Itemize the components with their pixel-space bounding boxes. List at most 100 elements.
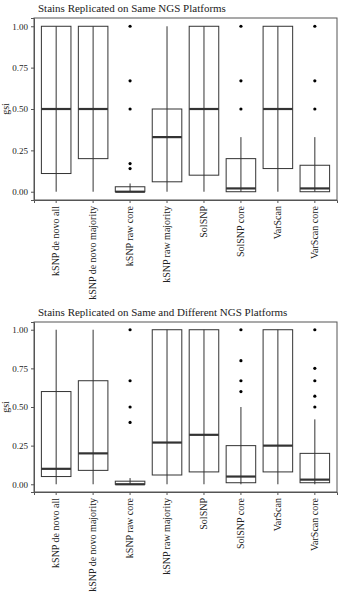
y-tick: 0.75: [12, 364, 34, 374]
box-body: [226, 446, 256, 483]
x-tick: VarScan core: [309, 492, 320, 551]
box: [300, 328, 330, 484]
x-tick-label: kSNP raw core: [124, 205, 135, 266]
panel: Stains Replicated on Same and Different …: [0, 306, 338, 592]
y-tick-mark: [31, 26, 34, 27]
outlier: [239, 359, 242, 362]
plot-frame: [34, 18, 337, 200]
x-tick: kSNP de novo all: [50, 492, 61, 568]
outlier: [239, 79, 242, 82]
y-axis-title: gsi: [0, 401, 11, 413]
y-tick-mark: [31, 368, 34, 369]
y-axis-line: [31, 323, 35, 493]
box-body: [115, 481, 145, 484]
box-body: [78, 381, 108, 471]
box-body: [263, 330, 293, 472]
box-body: [115, 187, 145, 192]
median: [300, 187, 330, 189]
median: [263, 108, 293, 110]
x-tick-label: kSNP de novo all: [50, 498, 61, 568]
box: [41, 26, 71, 191]
box: [189, 330, 219, 485]
whisker: [314, 137, 315, 192]
y-tick: 0.25: [12, 441, 34, 451]
y-tick-mark: [31, 484, 34, 485]
whisker: [277, 330, 278, 485]
outlier: [313, 25, 316, 28]
y-tick-label: 1.00: [12, 22, 28, 32]
box: [41, 330, 71, 485]
outlier: [239, 379, 242, 382]
median: [152, 136, 182, 138]
y-tick-label: 0.00: [12, 187, 28, 197]
box-body: [41, 392, 71, 477]
outlier: [128, 25, 131, 28]
y-tick-label: 0.25: [12, 441, 28, 451]
x-tick: kSNP raw core: [124, 492, 135, 558]
x-tick: kSNP de novo majority: [87, 200, 98, 300]
box: [152, 330, 182, 485]
x-tick-mark: [314, 492, 315, 495]
box: [189, 26, 219, 191]
outlier: [239, 25, 242, 28]
y-tick-mark: [31, 68, 34, 69]
box: [300, 25, 330, 192]
x-tick-mark: [203, 200, 204, 203]
whisker: [93, 330, 94, 485]
x-tick-mark: [167, 492, 168, 495]
box-body: [300, 453, 330, 482]
x-tick: SolSNP core: [235, 492, 246, 549]
figure: Stains Replicated on Same NGS Platforms0…: [0, 0, 342, 600]
outlier: [239, 390, 242, 393]
x-tick-label: kSNP raw majority: [161, 498, 172, 575]
panel: Stains Replicated on Same NGS Platforms0…: [0, 2, 338, 300]
outlier: [128, 162, 131, 165]
box-body: [263, 26, 293, 168]
y-tick-mark: [31, 330, 34, 331]
x-tick-mark: [56, 200, 57, 203]
outlier: [128, 107, 131, 110]
x-tick-mark: [93, 492, 94, 495]
median: [300, 479, 330, 481]
median: [78, 108, 108, 110]
median: [41, 468, 71, 470]
x-tick-label: SolSNP core: [235, 497, 246, 549]
y-tick-mark: [31, 150, 34, 151]
y-tick: 0.50: [12, 104, 34, 114]
x-axis: kSNP de novo allkSNP de novo majoritykSN…: [35, 492, 338, 592]
y-tick: 1.00: [12, 325, 34, 335]
outlier: [128, 79, 131, 82]
y-tick-label: 0.25: [12, 146, 28, 156]
median: [78, 452, 108, 454]
y-axis: 0.000.250.500.751.00: [12, 323, 34, 493]
x-tick: kSNP raw core: [124, 200, 135, 266]
outlier: [128, 167, 131, 170]
median: [226, 187, 256, 189]
box: [226, 328, 256, 484]
x-tick-label: kSNP raw majority: [161, 206, 172, 283]
box-body: [189, 330, 219, 472]
y-tick: 0.25: [12, 146, 34, 156]
box-body: [41, 26, 71, 173]
x-tick-mark: [277, 200, 278, 203]
x-axis: kSNP de novo allkSNP de novo majoritykSN…: [35, 200, 338, 300]
outlier: [128, 328, 131, 331]
median: [115, 483, 145, 485]
outlier: [313, 107, 316, 110]
x-tick: SolSNP: [198, 492, 209, 530]
x-tick: VarScan: [272, 200, 283, 239]
x-tick: VarScan: [272, 492, 283, 531]
x-tick-mark: [130, 492, 131, 495]
outlier: [313, 405, 316, 408]
y-tick-mark: [31, 407, 34, 408]
x-tick: SolSNP: [198, 200, 209, 238]
y-tick-label: 0.50: [12, 402, 28, 412]
title: Stains Replicated on Same and Different …: [38, 306, 287, 318]
x-tick-label: VarScan: [272, 206, 283, 239]
box-body: [189, 26, 219, 175]
whisker: [240, 137, 241, 192]
outlier: [239, 328, 242, 331]
x-tick-label: VarScan core: [309, 497, 320, 551]
box: [78, 26, 108, 191]
y-tick: 0.50: [12, 402, 34, 412]
